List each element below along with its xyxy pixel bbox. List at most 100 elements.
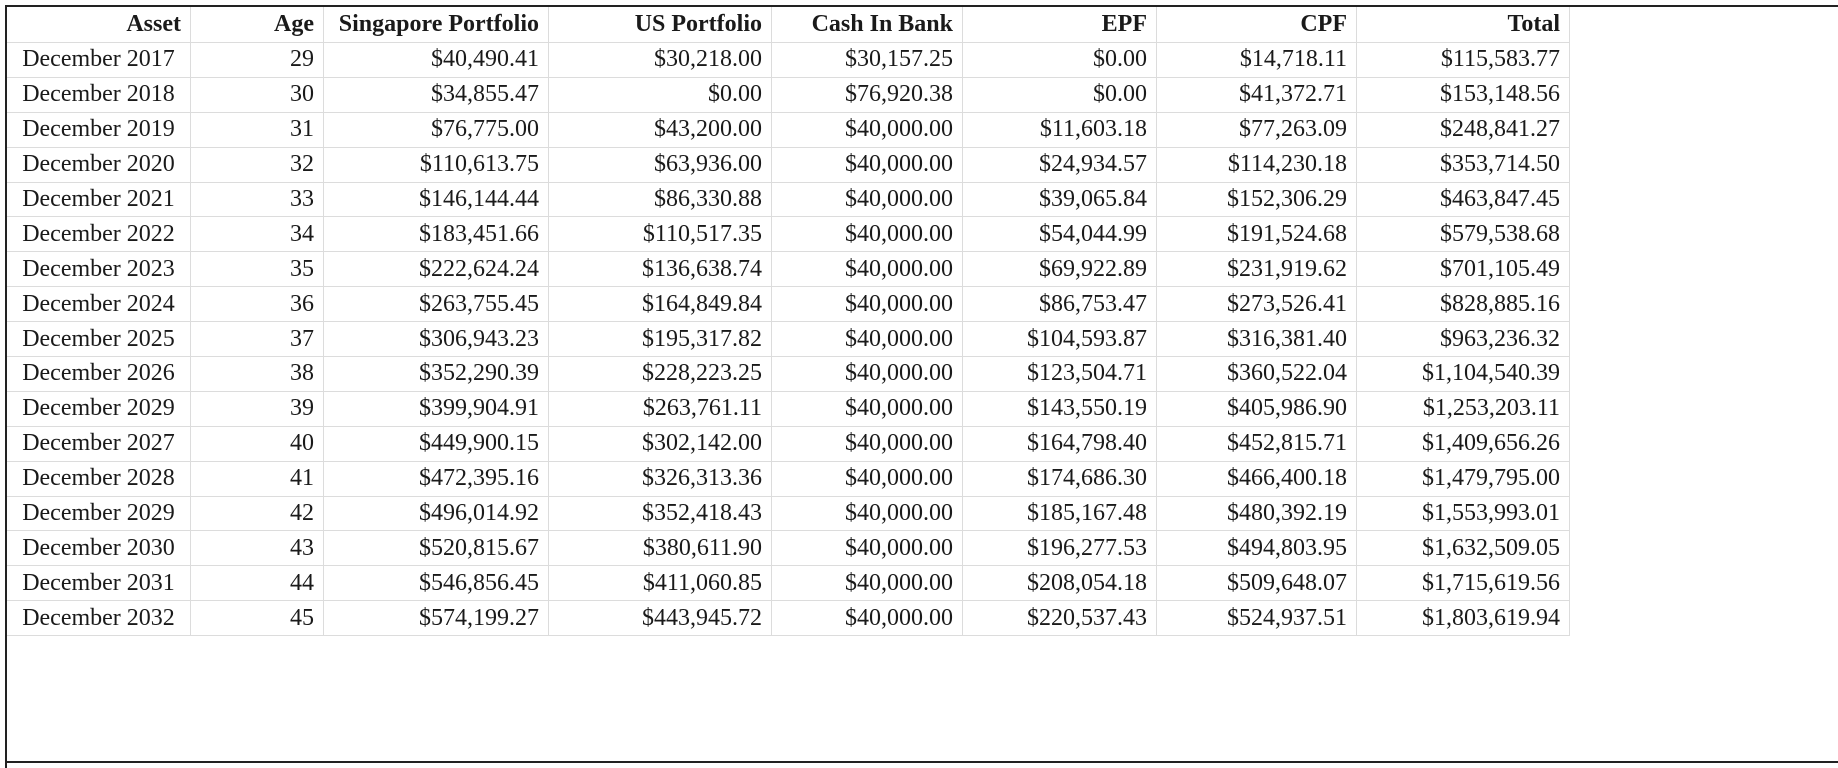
cell-singapore-portfolio[interactable]: $574,199.27 xyxy=(323,600,549,637)
cell-age[interactable]: 43 xyxy=(190,530,324,567)
cell-us-portfolio[interactable]: $443,945.72 xyxy=(548,600,772,637)
cell-us-portfolio[interactable]: $411,060.85 xyxy=(548,565,772,602)
cell-cash-in-bank[interactable]: $40,000.00 xyxy=(771,460,963,497)
cell-singapore-portfolio[interactable]: $263,755.45 xyxy=(323,286,549,323)
cell-total[interactable]: $1,715,619.56 xyxy=(1356,565,1570,602)
cell-cash-in-bank[interactable]: $40,000.00 xyxy=(771,495,963,532)
cell-asset[interactable]: December 2028 xyxy=(6,460,191,497)
cell-epf[interactable]: $104,593.87 xyxy=(962,321,1157,358)
header-total[interactable]: Total xyxy=(1356,6,1570,43)
cell-cpf[interactable]: $452,815.71 xyxy=(1156,425,1357,462)
cell-total[interactable]: $701,105.49 xyxy=(1356,251,1570,288)
cell-singapore-portfolio[interactable]: $520,815.67 xyxy=(323,530,549,567)
cell-cash-in-bank[interactable]: $40,000.00 xyxy=(771,425,963,462)
cell-singapore-portfolio[interactable]: $352,290.39 xyxy=(323,356,549,392)
cell-total[interactable]: $1,104,540.39 xyxy=(1356,356,1570,392)
cell-cash-in-bank[interactable]: $40,000.00 xyxy=(771,146,963,183)
header-epf[interactable]: EPF xyxy=(962,6,1157,43)
cell-cpf[interactable]: $231,919.62 xyxy=(1156,251,1357,288)
cell-epf[interactable]: $39,065.84 xyxy=(962,181,1157,218)
cell-epf[interactable]: $185,167.48 xyxy=(962,495,1157,532)
cell-us-portfolio[interactable]: $380,611.90 xyxy=(548,530,772,567)
cell-total[interactable]: $115,583.77 xyxy=(1356,42,1570,78)
cell-singapore-portfolio[interactable]: $40,490.41 xyxy=(323,42,549,78)
cell-asset[interactable]: December 2030 xyxy=(6,530,191,567)
cell-cash-in-bank[interactable]: $40,000.00 xyxy=(771,390,963,427)
cell-cash-in-bank[interactable]: $40,000.00 xyxy=(771,286,963,323)
cell-cpf[interactable]: $480,392.19 xyxy=(1156,495,1357,532)
cell-singapore-portfolio[interactable]: $496,014.92 xyxy=(323,495,549,532)
cell-cash-in-bank[interactable]: $40,000.00 xyxy=(771,181,963,218)
cell-epf[interactable]: $220,537.43 xyxy=(962,600,1157,637)
cell-epf[interactable]: $69,922.89 xyxy=(962,251,1157,288)
cell-asset[interactable]: December 2023 xyxy=(6,251,191,288)
cell-total[interactable]: $1,253,203.11 xyxy=(1356,390,1570,427)
cell-asset[interactable]: December 2022 xyxy=(6,216,191,253)
cell-age[interactable]: 34 xyxy=(190,216,324,253)
cell-us-portfolio[interactable]: $195,317.82 xyxy=(548,321,772,358)
cell-asset[interactable]: December 2029 xyxy=(6,390,191,427)
cell-asset[interactable]: December 2025 xyxy=(6,321,191,358)
cell-asset[interactable]: December 2027 xyxy=(6,425,191,462)
cell-cash-in-bank[interactable]: $30,157.25 xyxy=(771,42,963,78)
cell-us-portfolio[interactable]: $110,517.35 xyxy=(548,216,772,253)
header-asset[interactable]: Asset xyxy=(6,6,191,43)
cell-us-portfolio[interactable]: $326,313.36 xyxy=(548,460,772,497)
cell-cpf[interactable]: $152,306.29 xyxy=(1156,181,1357,218)
cell-epf[interactable]: $123,504.71 xyxy=(962,356,1157,392)
cell-asset[interactable]: December 2018 xyxy=(6,76,191,113)
cell-singapore-portfolio[interactable]: $76,775.00 xyxy=(323,111,549,148)
cell-age[interactable]: 36 xyxy=(190,286,324,323)
cell-total[interactable]: $353,714.50 xyxy=(1356,146,1570,183)
cell-age[interactable]: 33 xyxy=(190,181,324,218)
cell-cash-in-bank[interactable]: $40,000.00 xyxy=(771,565,963,602)
cell-total[interactable]: $248,841.27 xyxy=(1356,111,1570,148)
cell-age[interactable]: 31 xyxy=(190,111,324,148)
cell-total[interactable]: $963,236.32 xyxy=(1356,321,1570,358)
cell-age[interactable]: 42 xyxy=(190,495,324,532)
cell-age[interactable]: 39 xyxy=(190,390,324,427)
cell-cpf[interactable]: $77,263.09 xyxy=(1156,111,1357,148)
cell-singapore-portfolio[interactable]: $146,144.44 xyxy=(323,181,549,218)
cell-us-portfolio[interactable]: $164,849.84 xyxy=(548,286,772,323)
cell-cash-in-bank[interactable]: $40,000.00 xyxy=(771,356,963,392)
cell-epf[interactable]: $174,686.30 xyxy=(962,460,1157,497)
cell-epf[interactable]: $196,277.53 xyxy=(962,530,1157,567)
cell-cash-in-bank[interactable]: $40,000.00 xyxy=(771,321,963,358)
cell-total[interactable]: $1,553,993.01 xyxy=(1356,495,1570,532)
cell-cpf[interactable]: $273,526.41 xyxy=(1156,286,1357,323)
cell-age[interactable]: 29 xyxy=(190,42,324,78)
cell-cpf[interactable]: $524,937.51 xyxy=(1156,600,1357,637)
cell-singapore-portfolio[interactable]: $306,943.23 xyxy=(323,321,549,358)
cell-cpf[interactable]: $405,986.90 xyxy=(1156,390,1357,427)
header-age[interactable]: Age xyxy=(190,6,324,43)
cell-cpf[interactable]: $14,718.11 xyxy=(1156,42,1357,78)
cell-asset[interactable]: December 2024 xyxy=(6,286,191,323)
cell-asset[interactable]: December 2032 xyxy=(6,600,191,637)
cell-singapore-portfolio[interactable]: $222,624.24 xyxy=(323,251,549,288)
cell-us-portfolio[interactable]: $136,638.74 xyxy=(548,251,772,288)
cell-age[interactable]: 38 xyxy=(190,356,324,392)
cell-epf[interactable]: $164,798.40 xyxy=(962,425,1157,462)
header-cpf[interactable]: CPF xyxy=(1156,6,1357,43)
cell-age[interactable]: 32 xyxy=(190,146,324,183)
cell-asset[interactable]: December 2021 xyxy=(6,181,191,218)
cell-age[interactable]: 40 xyxy=(190,425,324,462)
cell-cpf[interactable]: $114,230.18 xyxy=(1156,146,1357,183)
cell-us-portfolio[interactable]: $0.00 xyxy=(548,76,772,113)
cell-cpf[interactable]: $41,372.71 xyxy=(1156,76,1357,113)
cell-asset[interactable]: December 2019 xyxy=(6,111,191,148)
cell-total[interactable]: $1,409,656.26 xyxy=(1356,425,1570,462)
cell-total[interactable]: $153,148.56 xyxy=(1356,76,1570,113)
cell-cash-in-bank[interactable]: $40,000.00 xyxy=(771,111,963,148)
cell-cpf[interactable]: $191,524.68 xyxy=(1156,216,1357,253)
cell-age[interactable]: 44 xyxy=(190,565,324,602)
cell-age[interactable]: 37 xyxy=(190,321,324,358)
cell-singapore-portfolio[interactable]: $449,900.15 xyxy=(323,425,549,462)
cell-epf[interactable]: $0.00 xyxy=(962,76,1157,113)
cell-asset[interactable]: December 2017 xyxy=(6,42,191,78)
cell-age[interactable]: 41 xyxy=(190,460,324,497)
header-us-portfolio[interactable]: US Portfolio xyxy=(548,6,772,43)
cell-cash-in-bank[interactable]: $40,000.00 xyxy=(771,530,963,567)
cell-epf[interactable]: $0.00 xyxy=(962,42,1157,78)
